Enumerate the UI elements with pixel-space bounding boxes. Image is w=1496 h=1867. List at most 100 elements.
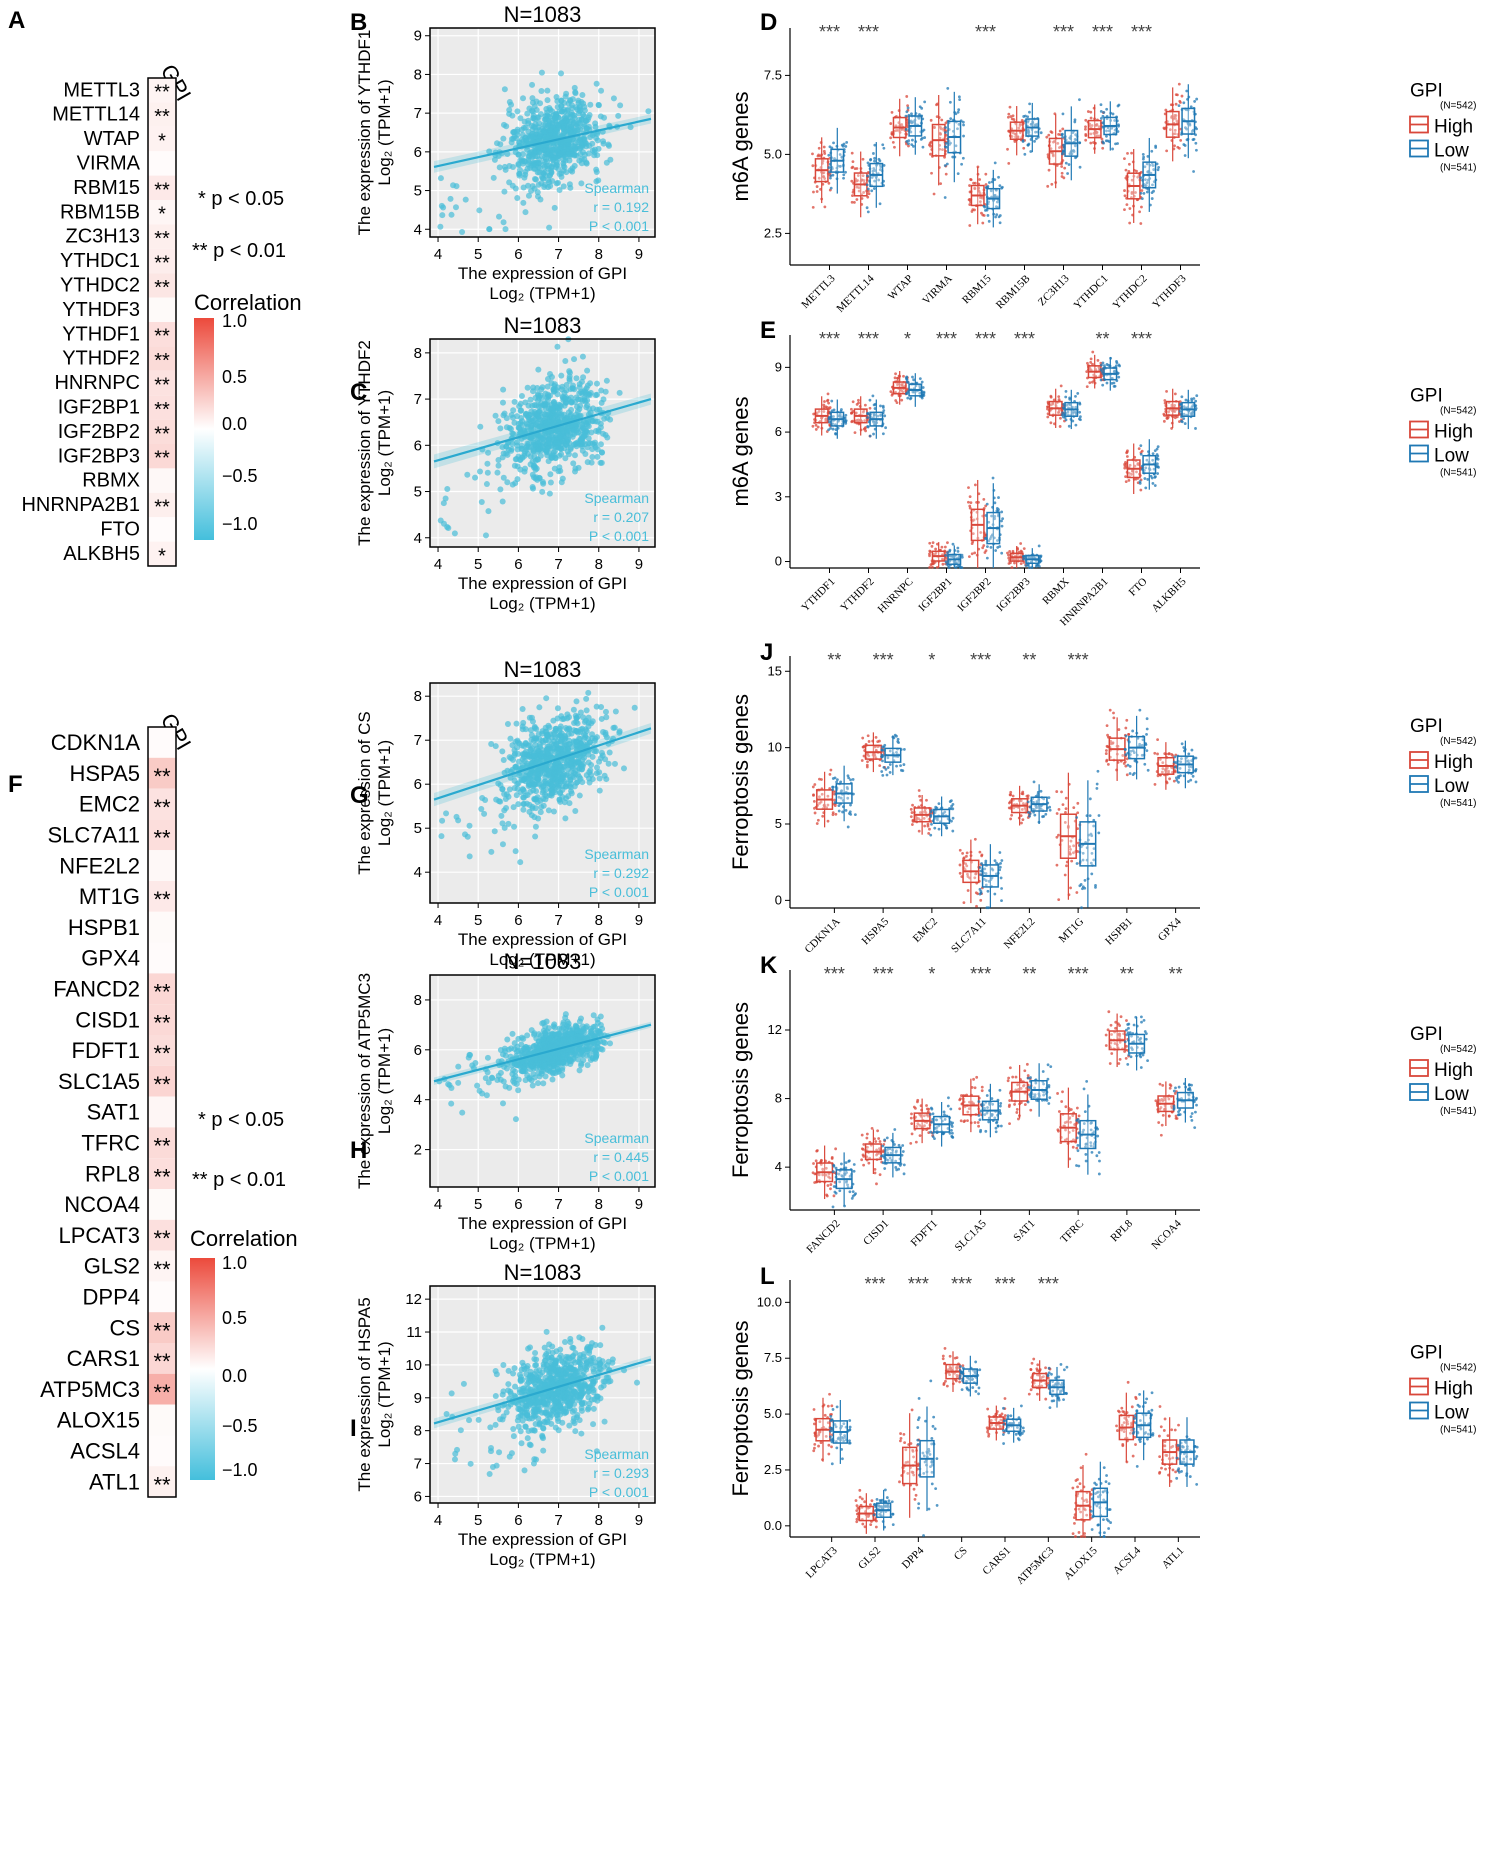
scatter-point [464, 833, 471, 840]
scatter-point [562, 1408, 569, 1415]
y-tick-label: 4 [414, 1092, 422, 1109]
scatter-point [571, 1420, 578, 1427]
scatter-point [547, 167, 554, 174]
scatter-point [520, 719, 527, 726]
scatter-point [566, 1422, 573, 1429]
y-tick-label: 5.0 [764, 146, 782, 161]
y-axis-label: The expression of CS [355, 711, 374, 874]
gene-label: YTHDF1 [62, 323, 140, 345]
note-p01: ** p < 0.01 [192, 240, 286, 262]
data-point [1047, 168, 1051, 172]
data-point [929, 152, 932, 156]
data-point [1099, 109, 1103, 113]
heatmap-cell [148, 102, 176, 127]
data-point [1006, 147, 1009, 151]
scatter-point [583, 707, 590, 714]
data-point [1128, 207, 1132, 210]
scatter-point [542, 405, 549, 412]
significance-stars: * [158, 545, 166, 567]
scatter-point [544, 122, 551, 129]
significance-stars: ** [153, 795, 171, 820]
data-point [1150, 149, 1154, 153]
scatter-point [566, 440, 573, 447]
gene-label: DPP4 [83, 1285, 140, 1310]
scatter-point [520, 794, 527, 801]
scatter-point [560, 183, 567, 190]
scatter-point [495, 456, 502, 463]
scatter-point [517, 859, 524, 866]
x-tick-label: 8 [595, 912, 603, 929]
significance-stars: ** [154, 179, 170, 201]
scatter-point [539, 750, 546, 757]
data-point [1141, 157, 1145, 161]
scatter-point [532, 833, 539, 840]
significance-stars: *** [1131, 22, 1152, 42]
scatter-point [496, 1449, 503, 1456]
scatter-point [514, 108, 521, 115]
data-point [1089, 141, 1093, 145]
scatter-point [518, 1440, 525, 1447]
scatter-point [520, 806, 527, 813]
heatmap-cell [148, 1065, 176, 1097]
scatter-point [516, 166, 523, 173]
scatter-point [549, 407, 556, 414]
scatter-point [494, 140, 501, 147]
gene-label: HSPB1 [68, 915, 140, 940]
scatter-point [537, 1032, 544, 1039]
scatter-point [556, 1402, 563, 1409]
scatter-point [611, 760, 618, 767]
scatter-point [519, 418, 526, 425]
scatter-point [550, 1066, 557, 1073]
gene-label: VIRMA [77, 153, 141, 175]
scatter-point [562, 1339, 569, 1346]
scatter-point [597, 1022, 604, 1029]
heatmap-cell [148, 322, 176, 347]
scatter-point [585, 150, 592, 157]
scatter-point [520, 1035, 527, 1042]
scatter-point [592, 444, 599, 451]
scatter-point [569, 96, 576, 103]
y-axis-label: The expression of ATP5MC3 [355, 973, 374, 1189]
scatter-point [492, 1392, 499, 1399]
data-point [822, 149, 826, 153]
scatter-point [631, 704, 638, 711]
scatter-point [551, 731, 558, 738]
scatter-point [558, 173, 565, 180]
scatter-point [560, 775, 567, 782]
data-point [1034, 137, 1038, 141]
data-point [987, 219, 991, 223]
scatter-point [553, 1039, 560, 1046]
gene-label: WTAP [84, 128, 140, 150]
scatter-point [573, 1052, 580, 1059]
scatter-point [585, 723, 592, 730]
scatter-point [531, 1356, 538, 1363]
data-point [1007, 112, 1011, 116]
gene-label: NCOA4 [64, 1192, 140, 1217]
scatter-point [566, 151, 573, 158]
significance-stars: ** [153, 1041, 171, 1066]
legend-title: Correlation [194, 290, 302, 315]
scatter-point [546, 490, 553, 497]
scatter-point [596, 1356, 603, 1363]
scatter-point [593, 1393, 600, 1400]
significance-stars: *** [819, 22, 840, 42]
scatter-point [499, 748, 506, 755]
heatmap-cell [148, 1404, 176, 1436]
x-axis-label-unit: Log₂ (TPM+1) [489, 1550, 595, 1569]
scatter-point [510, 1433, 517, 1440]
panel-label-A: A [8, 7, 25, 34]
scatter-point [551, 1024, 558, 1031]
scatter-point [472, 474, 479, 481]
scatter-point [539, 488, 546, 495]
data-point [962, 123, 965, 127]
scatter-point [500, 756, 507, 763]
scatter-point [535, 413, 542, 420]
scatter-point [490, 174, 497, 181]
scatter-point [558, 386, 565, 393]
data-point [904, 114, 908, 118]
scatter-point [506, 1084, 513, 1091]
scatter-point [498, 812, 505, 819]
scatter-point [567, 1036, 574, 1043]
scatter-point [615, 112, 622, 119]
